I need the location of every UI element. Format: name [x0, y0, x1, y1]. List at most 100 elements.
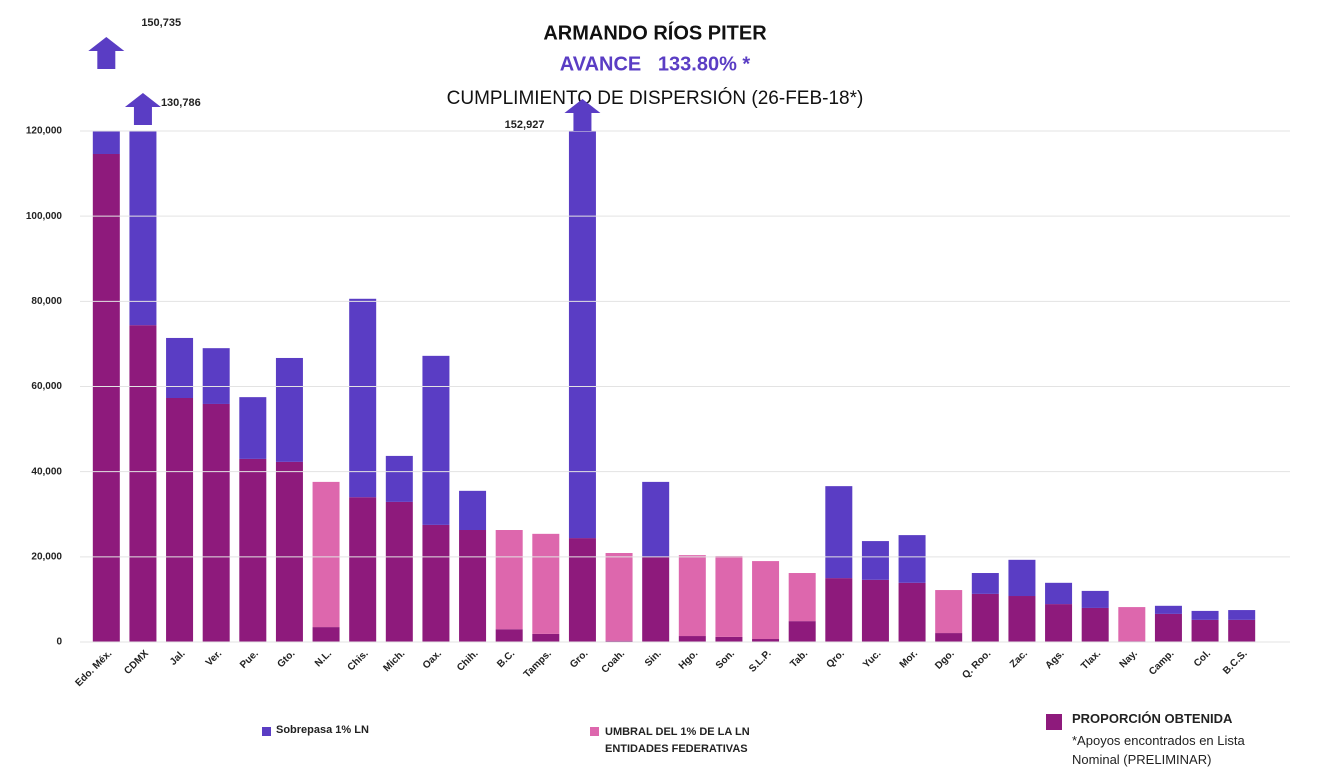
- bar-segment: [385, 455, 413, 502]
- x-tick-label: Hgo.: [677, 648, 701, 672]
- x-tick-label: Coah.: [600, 648, 628, 676]
- x-tick-label: S.L.P.: [747, 648, 774, 675]
- x-tick-label: Nay.: [1118, 648, 1140, 670]
- bar-segment: [239, 458, 267, 642]
- bar-segment: [752, 561, 780, 640]
- x-tick-label: Gto.: [276, 648, 298, 670]
- bar-segment: [1118, 607, 1146, 642]
- bar-segment: [349, 497, 377, 642]
- bar-segment: [971, 593, 999, 642]
- bar-segment: [129, 325, 157, 642]
- y-tick-label: 40,000: [31, 466, 62, 477]
- x-tick-label: Zac.: [1008, 648, 1030, 670]
- legend-label: PROPORCIÓN OBTENIDA: [1072, 711, 1233, 726]
- bar-segment: [1191, 610, 1219, 620]
- y-tick-label: 120,000: [26, 126, 63, 137]
- x-tick-label: Col.: [1192, 648, 1213, 669]
- bar-segment: [1045, 604, 1073, 642]
- x-tick-label: B.C.: [495, 648, 517, 670]
- bar-segment: [495, 629, 523, 642]
- bar-segment: [715, 636, 743, 642]
- legend-swatch: [590, 727, 599, 736]
- bar-segment: [166, 337, 194, 398]
- x-tick-label: Q. Roo.: [960, 648, 993, 681]
- bar-segment: [275, 357, 303, 462]
- bar-segment: [459, 490, 487, 531]
- x-tick-label: Sin.: [643, 648, 664, 669]
- y-tick-label: 100,000: [26, 211, 63, 222]
- legend-swatch: [1046, 714, 1062, 730]
- legend-note: *Apoyos encontrados en Lista Nominal (PR…: [1072, 733, 1245, 767]
- bar-segment: [935, 633, 963, 642]
- annotation-label: 152,927: [505, 119, 545, 131]
- bar-segment: [92, 153, 120, 642]
- x-tick-label: CDMX: [122, 648, 151, 677]
- legend-label: Sobrepasa 1% LN: [276, 724, 369, 736]
- x-tick-label: Ver.: [204, 648, 225, 669]
- bar-segment: [422, 355, 450, 525]
- bar-segment: [1081, 607, 1109, 642]
- bar-segment: [349, 298, 377, 498]
- bar-segment: [1008, 559, 1036, 597]
- bar-segment: [898, 535, 926, 583]
- x-tick-label: Tamps.: [522, 648, 554, 680]
- x-tick-label: Gro.: [568, 648, 590, 670]
- x-tick-label: Dgo.: [933, 648, 957, 672]
- bar-segment: [715, 555, 743, 637]
- bar-segment: [92, 131, 120, 154]
- bar-segment: [861, 579, 889, 642]
- bar-segment: [935, 590, 963, 634]
- x-tick-label: Chis.: [346, 648, 371, 673]
- bar-segment: [312, 627, 340, 642]
- bar-segment: [1081, 590, 1109, 608]
- x-tick-label: Son.: [714, 648, 737, 671]
- x-tick-label: Chih.: [455, 648, 481, 674]
- bar-segment: [202, 403, 230, 642]
- bar-segment: [1191, 619, 1219, 642]
- bar-segment: [678, 555, 706, 637]
- bar-segment: [1154, 605, 1182, 614]
- bar-segment: [422, 524, 450, 642]
- y-tick-label: 80,000: [31, 296, 62, 307]
- bar-segment: [898, 582, 926, 642]
- bar-segment: [861, 541, 889, 580]
- chart-title: ARMANDO RÍOS PITER: [543, 21, 767, 44]
- bar-segment: [532, 633, 560, 642]
- bar-segment: [752, 639, 780, 642]
- bar-segment: [568, 538, 596, 642]
- overflow-arrow: [124, 93, 161, 125]
- y-tick-label: 0: [56, 637, 62, 648]
- x-tick-label: Tlax.: [1079, 648, 1103, 672]
- bar-segment: [312, 481, 340, 628]
- overflow-arrow: [88, 37, 125, 69]
- x-tick-label: Jal.: [168, 648, 188, 668]
- bar-segment: [532, 533, 560, 634]
- bar-segment: [825, 578, 853, 642]
- x-tick-label: N.L.: [313, 648, 334, 669]
- y-tick-label: 60,000: [31, 381, 62, 392]
- bar-segment: [642, 481, 670, 557]
- bar-segment: [239, 397, 267, 459]
- bar-segment: [825, 486, 853, 579]
- x-tick-label: Edo. Méx.: [74, 648, 115, 689]
- x-tick-label: Mor.: [898, 648, 920, 670]
- x-tick-label: Mich.: [381, 648, 407, 674]
- bar-segment: [1228, 619, 1256, 642]
- y-tick-label: 20,000: [31, 551, 62, 562]
- overflow-arrow: [564, 99, 601, 131]
- bar-segment: [642, 556, 670, 642]
- bar-segment: [166, 397, 194, 642]
- bar-segment: [129, 131, 157, 326]
- legend-swatch: [262, 727, 271, 736]
- x-tick-label: Camp.: [1147, 648, 1177, 678]
- bar-segment: [605, 640, 633, 642]
- annotation-label: 130,786: [161, 97, 201, 109]
- bar-segment: [1228, 610, 1256, 620]
- bar-segment: [678, 636, 706, 642]
- bar-segment: [202, 348, 230, 404]
- plot-area: [92, 131, 1256, 642]
- bar-segment: [788, 573, 816, 622]
- bar-segment: [788, 621, 816, 642]
